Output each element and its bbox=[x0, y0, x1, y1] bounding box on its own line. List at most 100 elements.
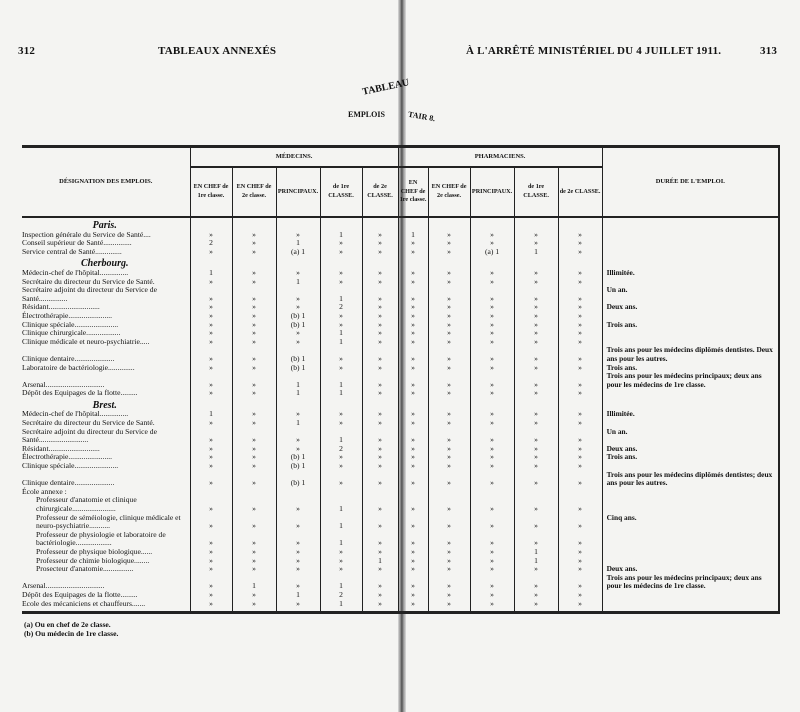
count-cell: » bbox=[469, 363, 515, 373]
designation-cell: Secrétaire du directeur du Service de Sa… bbox=[22, 276, 155, 286]
count-cell: » bbox=[275, 565, 320, 574]
count-cell: » bbox=[513, 363, 559, 373]
empty-cell bbox=[231, 217, 276, 231]
count-cell: 2 bbox=[319, 444, 362, 454]
city-heading: Brest. bbox=[92, 399, 117, 411]
designation-cell: Laboratoire de bactériologie............… bbox=[22, 362, 135, 372]
count-cell: 1 bbox=[189, 268, 232, 278]
table-subtitle-left: EMPLOIS bbox=[348, 110, 385, 119]
count-cell: » bbox=[469, 329, 515, 338]
count-cell: » bbox=[397, 286, 429, 304]
count-cell: » bbox=[231, 556, 276, 566]
count-cell: » bbox=[231, 329, 276, 338]
count-cell: » bbox=[189, 513, 232, 531]
count-cell: » bbox=[513, 337, 559, 347]
count-cell: » bbox=[189, 372, 232, 390]
count-cell: » bbox=[513, 311, 559, 321]
empty-cell bbox=[319, 217, 362, 231]
count-cell: » bbox=[319, 556, 362, 566]
count-cell: » bbox=[231, 320, 276, 330]
count-cell: » bbox=[513, 320, 559, 330]
designation-cell: Ecole des mécaniciens et chauffeurs.....… bbox=[22, 599, 190, 615]
count-cell: » bbox=[397, 320, 429, 330]
empty-cell bbox=[397, 217, 429, 231]
count-cell: » bbox=[469, 573, 515, 591]
designation-cell: Clinique spéciale....................... bbox=[22, 461, 119, 471]
count-cell: » bbox=[469, 389, 515, 398]
duree-cell bbox=[601, 256, 781, 269]
count-cell: » bbox=[361, 372, 399, 390]
table-row: Prosecteur d'anatomie................»»»… bbox=[22, 565, 781, 574]
count-cell: » bbox=[319, 346, 362, 364]
count-cell: » bbox=[361, 239, 399, 248]
count-cell: » bbox=[397, 530, 429, 548]
count-cell: » bbox=[557, 547, 603, 557]
count-cell: » bbox=[319, 418, 362, 428]
count-cell: (b) 1 bbox=[275, 470, 320, 488]
count-cell: » bbox=[275, 303, 320, 312]
empty-cell bbox=[189, 217, 232, 231]
count-cell: » bbox=[231, 268, 276, 278]
count-cell: » bbox=[275, 444, 320, 454]
count-cell: » bbox=[427, 239, 471, 248]
count-cell: » bbox=[427, 513, 471, 531]
count-cell: » bbox=[189, 277, 232, 287]
count-cell: » bbox=[189, 427, 232, 445]
count-cell: » bbox=[361, 311, 399, 321]
emplois-table: DÉSIGNATION DES EMPLOIS. MÉDECINS. PHARM… bbox=[22, 145, 781, 615]
count-cell: (b) 1 bbox=[275, 363, 320, 373]
count-cell: » bbox=[469, 372, 515, 390]
count-cell: » bbox=[513, 389, 559, 398]
count-cell: » bbox=[319, 461, 362, 471]
table-row: Inspection générale du Service de Santé.… bbox=[22, 230, 781, 240]
table-row: Résidant...........................»»» 2»… bbox=[22, 303, 781, 312]
count-cell: » bbox=[189, 444, 232, 454]
count-cell: » bbox=[469, 230, 515, 240]
count-cell: » bbox=[469, 286, 515, 304]
count-cell: » bbox=[427, 590, 471, 600]
count-cell: » bbox=[513, 590, 559, 600]
duree-cell: Un an. bbox=[601, 426, 781, 445]
count-cell: » bbox=[231, 286, 276, 304]
empty-cell bbox=[469, 217, 515, 231]
count-cell: » bbox=[275, 556, 320, 566]
count-cell: » bbox=[319, 268, 362, 278]
table-subtitle-right: TAIR 8. bbox=[407, 109, 436, 124]
count-cell: » bbox=[557, 230, 603, 240]
count-cell: » bbox=[231, 410, 276, 420]
empty-cell bbox=[189, 256, 232, 269]
count-cell: » bbox=[231, 547, 276, 557]
count-cell: 1 bbox=[319, 230, 362, 240]
count-cell: » bbox=[469, 470, 515, 488]
count-cell: » bbox=[513, 470, 559, 488]
count-cell: (b) 1 bbox=[275, 461, 320, 471]
count-cell: » bbox=[189, 389, 232, 398]
count-cell: 2 bbox=[319, 590, 362, 600]
duree-cell bbox=[601, 419, 781, 428]
count-cell: 1 bbox=[275, 277, 320, 287]
duree-cell bbox=[601, 389, 781, 398]
count-cell: » bbox=[361, 320, 399, 330]
table-row: Professeur de séméiologie, clinique médi… bbox=[22, 513, 781, 531]
designation-cell: Clinique dentaire..................... bbox=[22, 478, 115, 488]
empty-cell bbox=[231, 397, 276, 411]
count-cell: » bbox=[513, 599, 559, 615]
count-cell: » bbox=[397, 303, 429, 312]
count-cell: » bbox=[469, 590, 515, 600]
count-cell: » bbox=[275, 530, 320, 548]
table-row: Arsenal...............................»»… bbox=[22, 371, 781, 390]
count-cell: » bbox=[231, 530, 276, 548]
subcolumn-header: de 2e CLASSE. bbox=[557, 167, 603, 218]
footnote-a: (a) Ou en chef de 2e classe. bbox=[24, 620, 111, 630]
count-cell: » bbox=[231, 599, 276, 615]
duree-cell: Cinq ans. bbox=[601, 513, 781, 531]
subcolumn-header: de 1re CLASSE. bbox=[319, 167, 362, 218]
count-cell: » bbox=[231, 496, 276, 514]
count-cell: 1 bbox=[513, 556, 559, 566]
left-page-number: 312 bbox=[18, 45, 36, 57]
duree-text: Un an. bbox=[606, 426, 628, 436]
table-row: Clinique spéciale.......................… bbox=[22, 320, 781, 330]
count-cell: » bbox=[361, 337, 399, 347]
count-cell: » bbox=[231, 311, 276, 321]
count-cell: » bbox=[427, 320, 471, 330]
